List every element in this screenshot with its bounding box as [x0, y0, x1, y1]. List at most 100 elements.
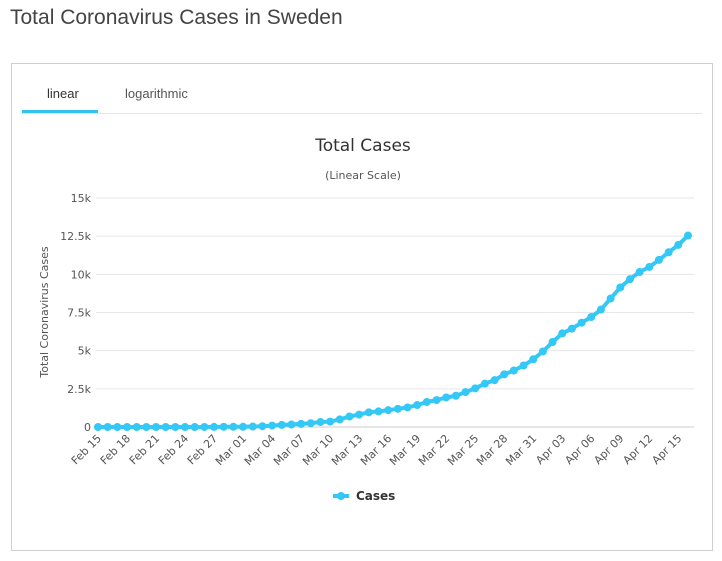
chart-title: Total Cases — [314, 136, 411, 156]
data-point[interactable] — [625, 275, 634, 284]
x-tick-label: Mar 22 — [416, 432, 452, 468]
x-tick-label: Feb 15 — [69, 432, 104, 467]
data-point[interactable] — [645, 262, 654, 271]
y-tick-label: 0 — [84, 421, 91, 434]
tab-linear[interactable]: linear — [47, 86, 79, 101]
data-point[interactable] — [558, 329, 567, 338]
data-point[interactable] — [664, 248, 673, 257]
gridlines — [96, 197, 694, 428]
data-point[interactable] — [442, 393, 451, 402]
data-point[interactable] — [190, 422, 199, 431]
data-point[interactable] — [316, 418, 325, 427]
y-axis-label: Total Coronavirus Cases — [38, 246, 51, 379]
data-point[interactable] — [258, 422, 267, 431]
x-tick-label: Mar 16 — [358, 432, 394, 468]
data-point[interactable] — [326, 417, 335, 426]
data-point[interactable] — [113, 422, 122, 431]
data-point[interactable] — [152, 422, 161, 431]
x-tick-label: Feb 24 — [156, 432, 191, 467]
data-point[interactable] — [606, 294, 615, 303]
data-point[interactable] — [239, 422, 248, 431]
data-point[interactable] — [422, 397, 431, 406]
data-point[interactable] — [500, 370, 509, 379]
data-point[interactable] — [123, 422, 132, 431]
data-point[interactable] — [103, 422, 112, 431]
data-point[interactable] — [355, 410, 364, 419]
data-point[interactable] — [509, 366, 518, 375]
data-point[interactable] — [577, 318, 586, 327]
data-point[interactable] — [684, 231, 692, 240]
y-tick-labels: 0 2.5k 5k 7.5k 10k 12.5k 15k — [60, 192, 91, 434]
data-point[interactable] — [451, 391, 460, 400]
data-point[interactable] — [210, 422, 219, 431]
data-point[interactable] — [538, 347, 547, 356]
x-tick-label: Mar 10 — [300, 432, 336, 468]
data-point[interactable] — [471, 384, 480, 393]
data-point[interactable] — [635, 268, 644, 277]
x-tick-label: Apr 03 — [533, 432, 568, 467]
data-point[interactable] — [94, 422, 102, 431]
x-tick-label: Mar 04 — [242, 432, 278, 468]
data-point[interactable] — [287, 420, 296, 429]
data-point[interactable] — [596, 305, 605, 314]
data-point[interactable] — [548, 337, 557, 346]
y-tick-label: 15k — [71, 192, 92, 205]
series-line-cases — [98, 234, 690, 429]
data-point[interactable] — [364, 408, 373, 417]
data-point[interactable] — [384, 406, 393, 415]
data-point[interactable] — [142, 422, 151, 431]
data-point[interactable] — [374, 407, 383, 416]
legend-symbol-marker — [337, 492, 345, 500]
x-tick-label: Feb 18 — [98, 432, 133, 467]
x-tick-label: Mar 13 — [329, 432, 365, 468]
y-tick-label: 12.5k — [60, 230, 91, 243]
page-title: Total Coronavirus Cases in Sweden — [10, 6, 343, 29]
data-point[interactable] — [306, 419, 315, 428]
data-point[interactable] — [335, 415, 344, 424]
data-point[interactable] — [616, 283, 625, 292]
series-points-cases — [94, 231, 692, 431]
data-point[interactable] — [248, 422, 257, 431]
data-point[interactable] — [461, 388, 470, 397]
cases-chart: Total Cases (Linear Scale) Total Coronav… — [38, 136, 694, 503]
data-point[interactable] — [413, 401, 422, 410]
data-point[interactable] — [171, 422, 180, 431]
legend-label-cases[interactable]: Cases — [356, 489, 395, 503]
data-point[interactable] — [587, 312, 596, 321]
data-point[interactable] — [674, 240, 683, 249]
data-point[interactable] — [403, 403, 412, 412]
data-point[interactable] — [219, 422, 228, 431]
scale-tabs: linear logarithmic — [22, 64, 702, 114]
x-tick-label: Mar 07 — [271, 432, 307, 468]
data-point[interactable] — [345, 412, 354, 421]
x-tick-label: Apr 12 — [620, 432, 655, 467]
data-point[interactable] — [297, 419, 306, 428]
x-tick-label: Apr 15 — [649, 432, 684, 467]
x-tick-label: Mar 25 — [445, 432, 481, 468]
y-tick-label: 7.5k — [67, 307, 91, 320]
data-point[interactable] — [161, 422, 170, 431]
x-tick-label: Mar 28 — [474, 432, 510, 468]
data-point[interactable] — [268, 421, 277, 430]
data-point[interactable] — [432, 396, 441, 405]
legend[interactable]: Cases — [333, 489, 395, 503]
data-point[interactable] — [200, 422, 209, 431]
data-point[interactable] — [490, 376, 499, 385]
x-tick-label: Mar 19 — [387, 432, 423, 468]
data-point[interactable] — [654, 255, 663, 264]
data-point[interactable] — [181, 422, 190, 431]
data-point[interactable] — [529, 355, 538, 364]
x-tick-label: Apr 09 — [591, 432, 626, 467]
data-point[interactable] — [567, 324, 576, 333]
tab-logarithmic[interactable]: logarithmic — [125, 86, 188, 101]
data-point[interactable] — [480, 379, 489, 388]
data-point[interactable] — [132, 422, 141, 431]
x-tick-label: Apr 06 — [562, 432, 597, 467]
data-point[interactable] — [277, 420, 286, 429]
y-tick-label: 5k — [78, 345, 92, 358]
data-point[interactable] — [519, 361, 528, 370]
data-point[interactable] — [229, 422, 238, 431]
data-point[interactable] — [393, 404, 402, 413]
x-tick-label: Mar 01 — [213, 432, 249, 468]
